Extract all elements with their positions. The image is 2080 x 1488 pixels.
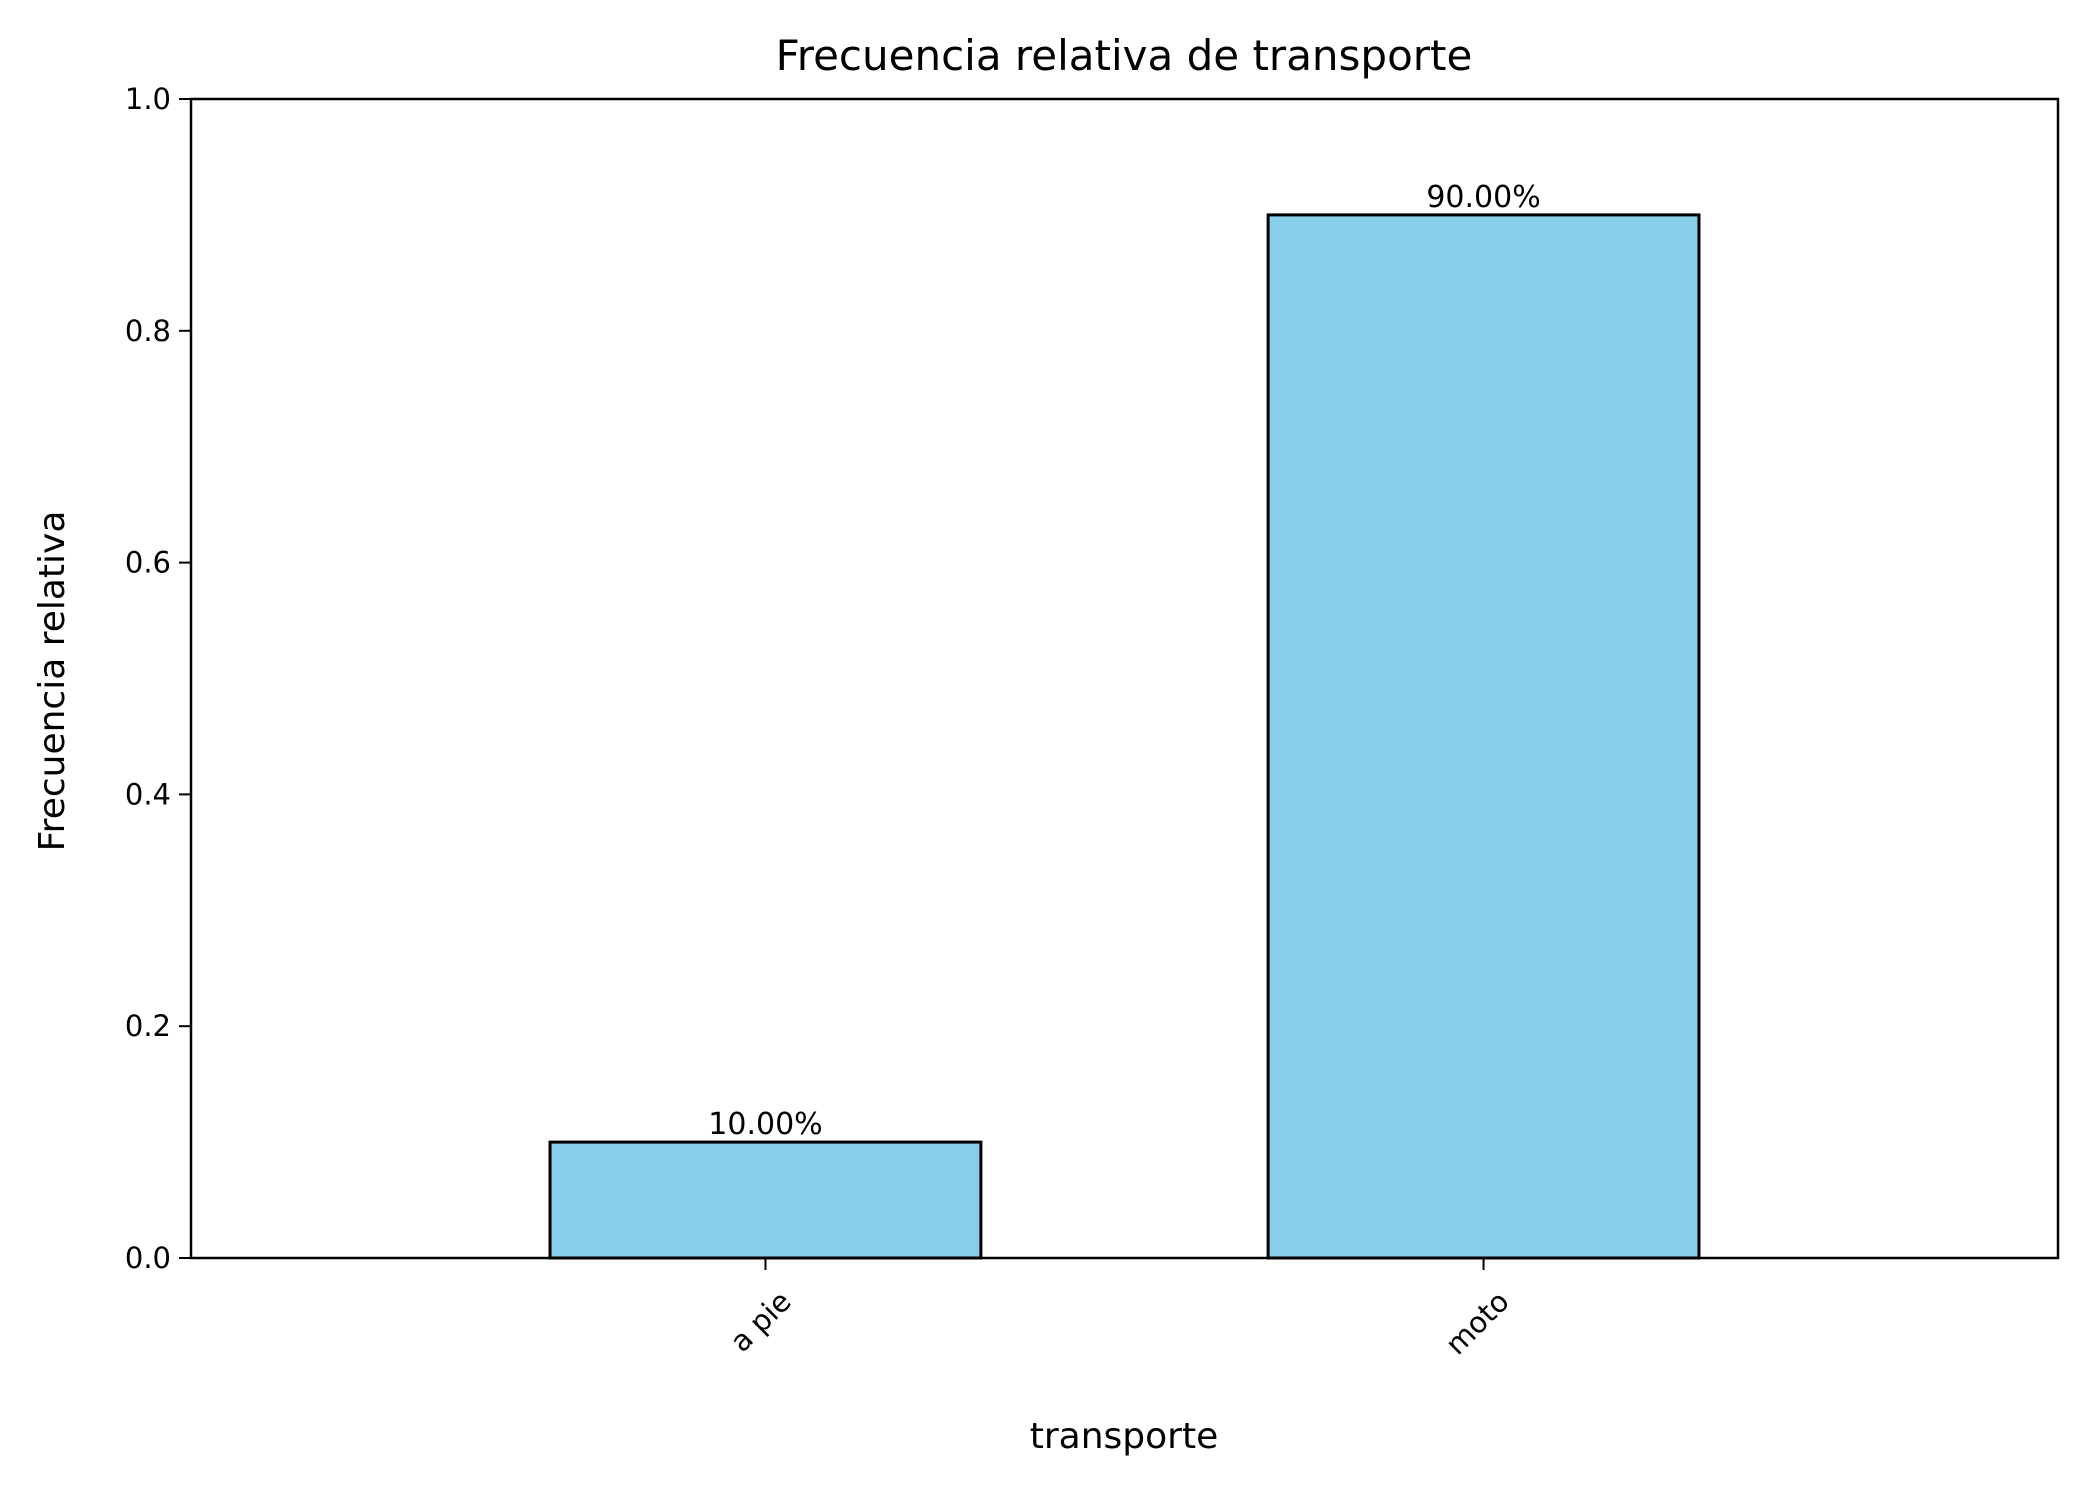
bar-1 [1266, 213, 1701, 1260]
y-tick-label-1: 0.2 [125, 1009, 171, 1043]
bar-value-label-1: 90.00% [1426, 180, 1540, 215]
chart-title: Frecuencia relativa de transporte [776, 31, 1473, 80]
y-tick-label-3: 0.6 [125, 546, 171, 580]
x-tick-label-1: moto [1439, 1284, 1516, 1361]
x-tick-label-0: a pie [723, 1284, 797, 1358]
y-axis-label: Frecuencia relativa [32, 511, 73, 852]
bar-0 [548, 1140, 983, 1260]
y-tick-label-5: 1.0 [125, 82, 171, 116]
x-axis-label: transporte [1030, 1416, 1219, 1457]
y-tick-label-4: 0.8 [125, 314, 171, 348]
bar-value-label-0: 10.00% [708, 1107, 822, 1142]
plot-area: 10.00% a pie 90.00% moto 0.0 0.2 0.4 0.6 0.8 1.0 [125, 82, 2060, 1361]
y-tick-label-2: 0.4 [125, 777, 171, 811]
y-tick-label-0: 0.0 [125, 1241, 171, 1275]
axes-frame [189, 97, 2060, 1260]
